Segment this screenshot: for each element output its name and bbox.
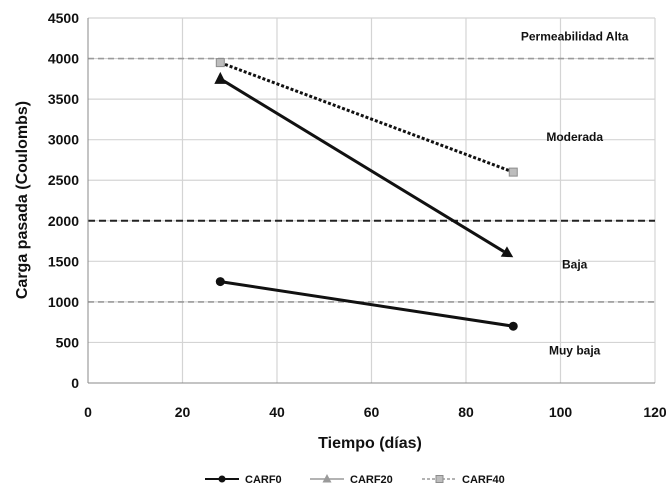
legend-item-carf40: CARF40 — [422, 474, 505, 486]
y-tick-label: 500 — [56, 334, 80, 350]
legend-label: CARF20 — [350, 474, 393, 486]
series-line — [219, 77, 505, 253]
series — [214, 58, 518, 331]
axes — [87, 18, 655, 384]
zone-label: Muy baja — [549, 344, 601, 358]
x-tick-label: 20 — [175, 404, 191, 420]
legend-label: CARF0 — [245, 474, 282, 486]
x-axis-title: Tiempo (días) — [318, 435, 422, 452]
y-tick-label: 3500 — [48, 91, 79, 107]
arrow-head — [500, 246, 514, 258]
y-tick-label: 2500 — [48, 172, 79, 188]
x-tick-label: 60 — [364, 404, 380, 420]
series-carf20 — [214, 71, 514, 258]
legend-swatch-marker — [435, 475, 444, 483]
y-tick-label: 1000 — [48, 294, 79, 310]
y-tick-label: 3000 — [48, 132, 79, 148]
data-point — [508, 167, 518, 177]
zone-label: Moderada — [546, 130, 603, 144]
grid — [88, 17, 656, 383]
threshold-lines — [88, 57, 655, 303]
y-tick-label: 1500 — [48, 253, 79, 269]
legend-swatch-marker — [218, 475, 226, 483]
x-tick-label: 40 — [269, 404, 285, 420]
x-tick-label: 120 — [643, 404, 666, 420]
y-axis-ticks: 0 500 1000 1500 2000 2500 3000 3500 4000 4500 — [48, 10, 79, 391]
series-line — [220, 280, 514, 328]
zone-labels: Permeabilidad Alta Moderada Baja Muy baja — [521, 30, 629, 358]
y-tick-label: 0 — [71, 375, 79, 391]
series-carf0 — [215, 277, 518, 331]
y-tick-label: 4000 — [48, 51, 79, 67]
legend-item-carf20: CARF20 — [310, 474, 393, 486]
zone-label: Permeabilidad Alta — [521, 30, 629, 44]
data-point — [215, 277, 225, 287]
zone-label: Baja — [562, 258, 588, 272]
legend-swatch-marker — [322, 474, 332, 483]
y-tick-label: 2000 — [48, 213, 79, 229]
x-tick-label: 0 — [84, 404, 92, 420]
data-point — [508, 321, 518, 331]
data-point — [214, 71, 227, 84]
y-tick-label: 4500 — [48, 10, 79, 26]
legend-item-carf0: CARF0 — [205, 474, 282, 486]
series-carf40 — [215, 58, 518, 177]
y-axis-title: Carga pasada (Coulombs) — [14, 101, 31, 299]
x-axis-ticks: 0 20 40 60 80 100 120 — [84, 404, 666, 420]
x-tick-label: 80 — [458, 404, 474, 420]
data-point — [215, 58, 225, 68]
x-tick-label: 100 — [549, 404, 573, 420]
series-line — [219, 61, 514, 174]
legend-label: CARF40 — [462, 474, 505, 486]
legend: CARF0 CARF20 CARF40 — [205, 474, 505, 486]
